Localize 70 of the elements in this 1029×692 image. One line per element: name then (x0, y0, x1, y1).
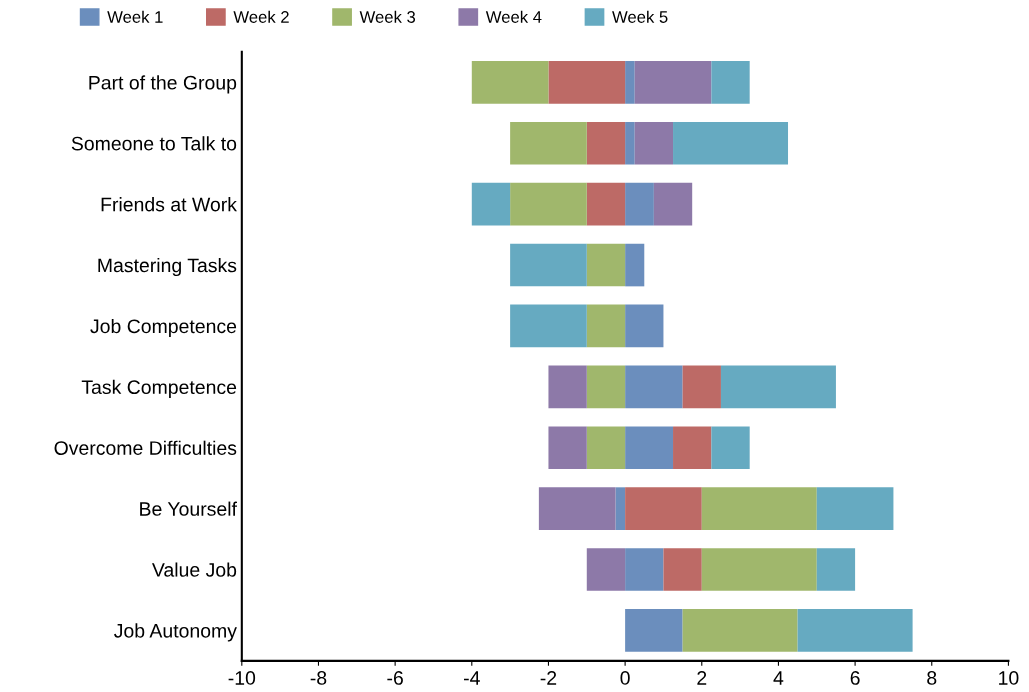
x-tick-label: -8 (310, 671, 327, 685)
bar (816, 548, 856, 591)
bar (625, 61, 635, 104)
bar (625, 182, 654, 226)
bar (548, 365, 587, 409)
legend-label: Week 1 (107, 10, 163, 23)
x-tick-label: -6 (387, 671, 403, 685)
bar (586, 182, 626, 226)
bar (586, 365, 626, 409)
legend-label: Week 4 (485, 10, 542, 23)
bar (625, 487, 702, 530)
bar (625, 243, 645, 287)
bar (653, 182, 693, 226)
bar (701, 548, 817, 591)
bar (634, 61, 712, 104)
bar (471, 182, 511, 226)
bar (682, 365, 721, 409)
y-tick-label: Someone to Talk to (71, 136, 237, 151)
y-tick-label: Part of the Group (89, 75, 237, 94)
bar (720, 365, 836, 409)
x-tick-label: 4 (773, 671, 784, 685)
bar (615, 487, 626, 530)
y-tick-label: Value Job (151, 562, 237, 577)
legend-label: Week 3 (359, 10, 416, 23)
bar (625, 426, 674, 470)
bar (673, 121, 789, 165)
bar (625, 548, 664, 591)
legend-label: Week 2 (233, 10, 289, 23)
y-tick-label: Mastering Tasks (98, 257, 237, 277)
x-tick-label: -4 (464, 671, 480, 685)
bar (663, 548, 702, 591)
x-tick-label: 2 (697, 671, 707, 685)
bar (625, 609, 683, 652)
legend-label: Week 5 (612, 10, 668, 23)
x-tick-label: 0 (620, 671, 630, 685)
bar (471, 61, 549, 104)
y-tick-label: Friends at Work (101, 197, 237, 212)
bar (586, 548, 626, 591)
bar (701, 487, 817, 530)
bar (816, 487, 894, 530)
bar (586, 426, 626, 470)
bar (586, 304, 626, 348)
bar (548, 61, 626, 104)
bar (510, 182, 587, 226)
y-tick-label: Job Competence (90, 318, 237, 338)
x-tick-label: -10 (228, 671, 256, 685)
bar (586, 121, 626, 165)
bar (548, 426, 587, 470)
bar (625, 304, 664, 348)
bar (682, 609, 798, 652)
y-tick-label: Be Yourself (140, 501, 237, 516)
bar (510, 243, 587, 287)
bar (797, 609, 913, 652)
bar (673, 426, 712, 470)
x-tick-label: 10 (999, 671, 1019, 685)
bar (510, 121, 587, 165)
y-tick-label: Job Autonomy (114, 623, 237, 642)
bar (538, 487, 616, 530)
x-tick-label: 8 (927, 671, 937, 685)
bar (711, 426, 750, 470)
bar (625, 121, 635, 165)
y-tick-label: Task Competence (81, 379, 237, 398)
x-tick-label: 6 (850, 671, 860, 685)
bar (711, 61, 750, 104)
x-tick-label: -2 (540, 671, 557, 685)
bar (625, 365, 683, 409)
y-tick-label: Overcome Difficulties (54, 440, 237, 455)
bar (586, 243, 626, 287)
bar (634, 121, 674, 165)
bar (510, 304, 587, 348)
